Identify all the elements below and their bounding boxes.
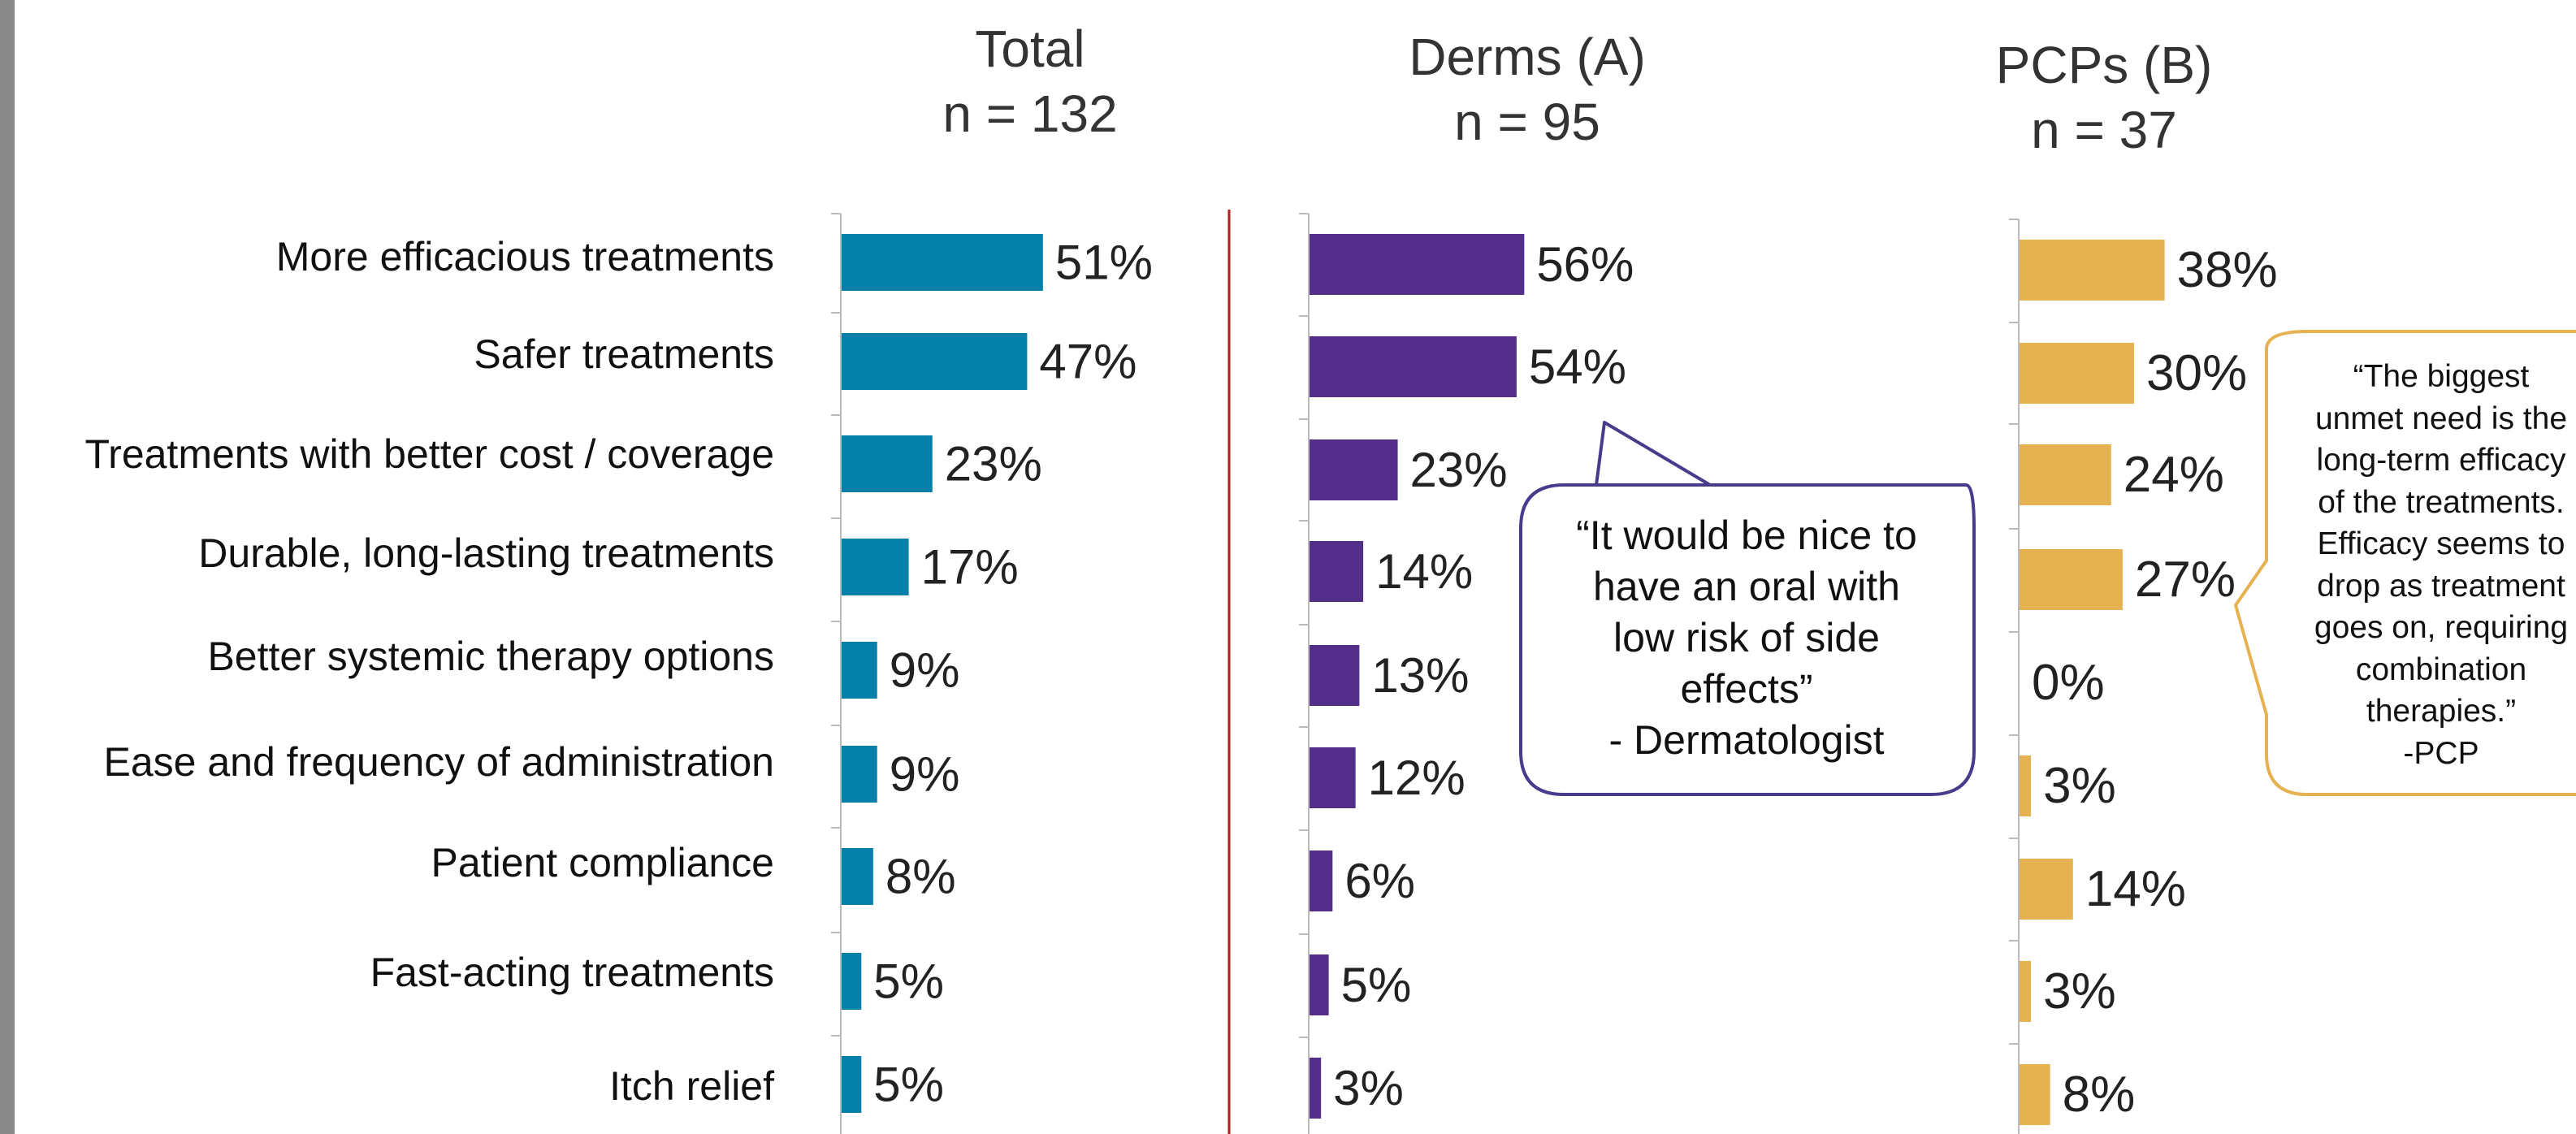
quote-pcps-line: combination — [2355, 651, 2527, 687]
callout-pcps-bubble — [2234, 330, 2576, 796]
category-label: Treatments with better cost / coverage — [84, 431, 774, 477]
bar-derms — [1310, 336, 1517, 397]
header-derms-title: Derms (A) — [1409, 28, 1646, 86]
header-total-title: Total — [975, 19, 1085, 78]
bar-total — [842, 953, 862, 1010]
data-label-derms: 5% — [1341, 958, 1412, 1012]
data-label-total: 23% — [945, 437, 1042, 491]
bar-total — [842, 848, 873, 905]
data-label-total: 17% — [921, 540, 1019, 595]
bar-total — [842, 234, 1043, 291]
data-label-total: 51% — [1055, 236, 1153, 290]
category-label: Durable, long-lasting treatments — [198, 530, 774, 576]
bar-total — [842, 435, 933, 492]
data-label-total: 8% — [885, 850, 956, 904]
data-label-total: 5% — [873, 954, 944, 1009]
header-derms-n: n = 95 — [1454, 93, 1600, 151]
data-label-pcps: 3% — [2043, 963, 2116, 1019]
bar-total — [842, 1056, 862, 1113]
header-pcps: PCPs (B) n = 37 — [1942, 32, 2266, 162]
data-label-pcps: 0% — [2032, 655, 2105, 711]
bar-derms — [1310, 234, 1525, 295]
bar-pcps — [2020, 1064, 2050, 1125]
quote-derms-line: effects” — [1680, 666, 1813, 712]
header-derms: Derms (A) n = 95 — [1365, 24, 1690, 154]
quote-pcps-line: drop as treatment — [2317, 568, 2565, 604]
bar-derms — [1310, 439, 1398, 500]
data-label-derms: 12% — [1368, 751, 1466, 805]
category-label: Patient compliance — [431, 840, 774, 885]
data-label-derms: 3% — [1333, 1061, 1404, 1115]
header-pcps-n: n = 37 — [2031, 101, 2177, 159]
data-label-pcps: 27% — [2135, 552, 2236, 608]
quote-derms-line: have an oral with — [1592, 564, 1900, 609]
bar-total — [842, 333, 1028, 390]
data-label-derms: 56% — [1536, 237, 1634, 292]
data-label-total: 9% — [890, 747, 960, 802]
bar-derms — [1310, 850, 1333, 911]
bar-pcps — [2020, 444, 2111, 505]
quote-derms-line: - Dermatologist — [1608, 717, 1885, 763]
bar-derms — [1310, 541, 1364, 602]
category-label: Fast-acting treatments — [370, 950, 774, 995]
quote-pcps-line: unmet need is the — [2314, 400, 2568, 436]
data-label-total: 5% — [873, 1058, 944, 1112]
category-label: Itch relief — [609, 1063, 774, 1109]
bar-derms — [1310, 954, 1329, 1015]
data-label-derms: 14% — [1375, 544, 1473, 599]
quote-pcps: “The biggest unmet need is the long-term… — [2266, 356, 2576, 774]
bar-pcps — [2020, 343, 2134, 404]
quote-pcps-line: long-term efficacy — [2316, 443, 2566, 478]
category-label: Safer treatments — [474, 331, 774, 377]
bar-pcps — [2020, 549, 2123, 610]
header-total-n: n = 132 — [942, 84, 1118, 143]
bar-derms — [1310, 645, 1360, 706]
quote-derms-line: low risk of side — [1613, 615, 1880, 660]
quote-pcps-line: “The biggest — [2353, 359, 2530, 394]
bar-pcps — [2020, 240, 2165, 301]
data-label-pcps: 38% — [2177, 242, 2278, 298]
header-total: Total n = 132 — [868, 16, 1193, 146]
data-label-pcps: 30% — [2146, 345, 2247, 401]
data-label-pcps: 3% — [2043, 758, 2116, 814]
quote-pcps-line: -PCP — [2403, 735, 2479, 771]
bar-total — [842, 539, 909, 595]
bar-total — [842, 642, 877, 699]
quote-pcps-line: of the treatments. — [2318, 484, 2565, 520]
data-label-derms: 54% — [1529, 340, 1626, 394]
category-label: Better systemic therapy options — [207, 634, 774, 679]
data-label-derms: 6% — [1344, 854, 1415, 908]
left-edge-strip — [0, 0, 15, 1134]
quote-pcps-line: therapies.” — [2366, 694, 2517, 729]
bar-pcps — [2020, 755, 2032, 816]
category-label: More efficacious treatments — [275, 234, 774, 279]
data-label-pcps: 8% — [2063, 1067, 2136, 1123]
data-label-derms: 13% — [1371, 648, 1469, 703]
data-label-total: 47% — [1039, 335, 1136, 389]
data-label-derms: 23% — [1410, 443, 1508, 497]
bar-pcps — [2020, 961, 2032, 1022]
bar-pcps — [2020, 859, 2073, 920]
bar-derms — [1310, 747, 1356, 808]
bar-total — [842, 746, 877, 803]
data-label-pcps: 14% — [2085, 861, 2186, 917]
quote-pcps-line: Efficacy seems to — [2317, 526, 2565, 561]
data-label-pcps: 24% — [2124, 447, 2224, 503]
bar-derms — [1310, 1058, 1322, 1119]
header-pcps-title: PCPs (B) — [1995, 36, 2213, 94]
quote-pcps-line: goes on, requiring — [2314, 610, 2569, 645]
quote-derms: “It would be nice to have an oral with l… — [1519, 510, 1974, 766]
callout-derms-bubble — [1519, 421, 1976, 796]
data-label-total: 9% — [890, 643, 960, 698]
quote-derms-line: “It would be nice to — [1576, 513, 1917, 558]
category-label: Ease and frequency of administration — [103, 739, 775, 785]
